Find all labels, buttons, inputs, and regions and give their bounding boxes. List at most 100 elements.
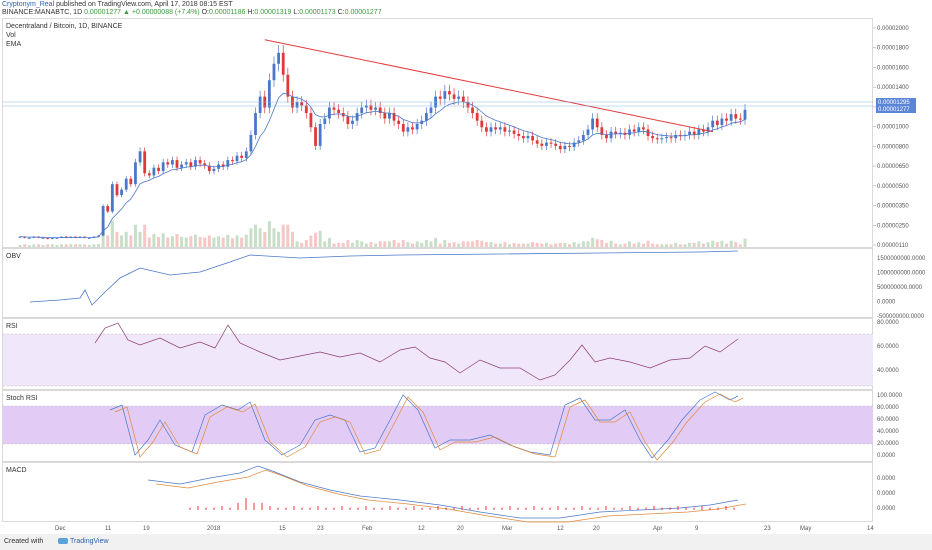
tradingview-logo-icon: [58, 538, 68, 545]
x-tick-label: 20: [593, 526, 600, 532]
volume-bar: [591, 237, 595, 247]
volume-bar: [674, 242, 678, 247]
volume-bar: [309, 235, 313, 247]
volume-bar: [350, 242, 354, 247]
macd-pane[interactable]: [2, 462, 873, 522]
volume-bar: [655, 244, 659, 247]
candle: [337, 109, 341, 114]
candle: [688, 131, 691, 135]
candle: [461, 96, 465, 103]
x-tick-label: 19: [143, 526, 150, 532]
volume-bar: [161, 233, 165, 247]
stoch-y-label: 20.0000: [877, 441, 899, 447]
volume-bar: [646, 240, 650, 247]
candle: [605, 134, 608, 139]
price-pane[interactable]: [2, 18, 873, 248]
candle: [512, 130, 516, 134]
candle: [351, 120, 354, 124]
volume-bar: [50, 244, 54, 247]
candle: [346, 116, 350, 124]
x-tick-label: 12: [418, 526, 425, 532]
volume-bar: [314, 232, 318, 247]
volume-bar: [632, 243, 636, 247]
volume-bar: [411, 243, 415, 247]
symbol-label[interactable]: BINANCE:MANABTC, 1D: [2, 9, 83, 16]
volume-bar: [277, 231, 281, 247]
candle: [166, 162, 170, 165]
ema-label: EMA: [6, 41, 22, 48]
volume-bar: [535, 242, 539, 247]
candle: [143, 151, 147, 174]
trendline: [264, 39, 713, 133]
candle: [674, 134, 678, 139]
volume-bar: [355, 240, 359, 247]
volume-bar: [212, 237, 216, 247]
candle: [609, 131, 613, 139]
candle: [323, 118, 327, 124]
y-tick-label: 0.00001600: [877, 65, 909, 71]
volume-bar: [725, 243, 729, 247]
chart-canvas[interactable]: 0.00002000 0.00001800 0.00001600 0.00001400…: [0, 0, 932, 534]
stoch-y-label: 40.0000: [877, 429, 899, 435]
volume-bar: [715, 242, 719, 247]
candle: [226, 160, 230, 167]
y-tick-label: 0.00000500: [877, 184, 909, 190]
candle: [277, 52, 280, 64]
volume-bar: [623, 243, 627, 247]
volume-bar: [244, 234, 248, 247]
candle: [383, 113, 387, 119]
x-tick-label: 15: [279, 526, 286, 532]
candle: [355, 113, 359, 121]
volume-bar: [166, 237, 170, 247]
author-link[interactable]: Cryptonym_Real: [2, 1, 55, 8]
tradingview-brand[interactable]: TradingView: [58, 538, 109, 545]
volume-bar: [170, 236, 174, 247]
low-label: L:: [293, 9, 300, 16]
volume-bar: [420, 242, 424, 247]
candle: [254, 113, 257, 135]
candle: [369, 105, 373, 110]
stoch-band: [3, 406, 873, 444]
volume-bar: [143, 224, 147, 247]
ema-line: [19, 92, 746, 239]
tradingview-brand-label: TradingView: [70, 538, 109, 545]
volume-bar: [217, 236, 221, 247]
obv-pane[interactable]: [2, 248, 873, 318]
candle: [738, 118, 742, 120]
candle: [503, 127, 507, 132]
volume-bar: [295, 241, 299, 247]
volume-bar: [341, 242, 345, 247]
volume-bar: [434, 237, 438, 247]
y-tick-label: 0.00000650: [877, 164, 909, 170]
y-tick-label: 0.00000250: [877, 223, 909, 229]
candle: [203, 163, 207, 166]
candle: [702, 129, 705, 132]
volume-bar: [720, 240, 724, 247]
stoch-y-label: 80.0000: [877, 405, 899, 411]
rsi-y-label: 40.0000: [877, 368, 899, 374]
candle: [632, 129, 636, 132]
volume-bar: [46, 244, 50, 247]
macd-y-label: 0.0000: [877, 476, 896, 482]
volume-bar: [383, 241, 387, 247]
candle: [272, 63, 276, 81]
volume-bar: [129, 235, 133, 247]
volume-bar: [97, 244, 101, 247]
volume-bar: [240, 237, 244, 247]
volume-bar: [484, 242, 488, 247]
candle: [401, 123, 405, 132]
price-tag-label: 0.00001295: [878, 100, 910, 106]
low-value: 0.00001173: [299, 9, 336, 16]
candle: [628, 129, 631, 135]
candle: [581, 134, 585, 141]
high-value: 0.00001319: [254, 9, 292, 16]
candle: [314, 127, 317, 146]
volume-bar: [600, 240, 604, 247]
volume-bar: [73, 244, 77, 247]
x-tick-label: 23: [317, 526, 324, 532]
volume-bar: [475, 240, 479, 247]
volume-bar: [471, 241, 475, 247]
volume-bar: [286, 224, 290, 247]
volume-bar: [360, 241, 364, 247]
candle: [466, 102, 470, 108]
